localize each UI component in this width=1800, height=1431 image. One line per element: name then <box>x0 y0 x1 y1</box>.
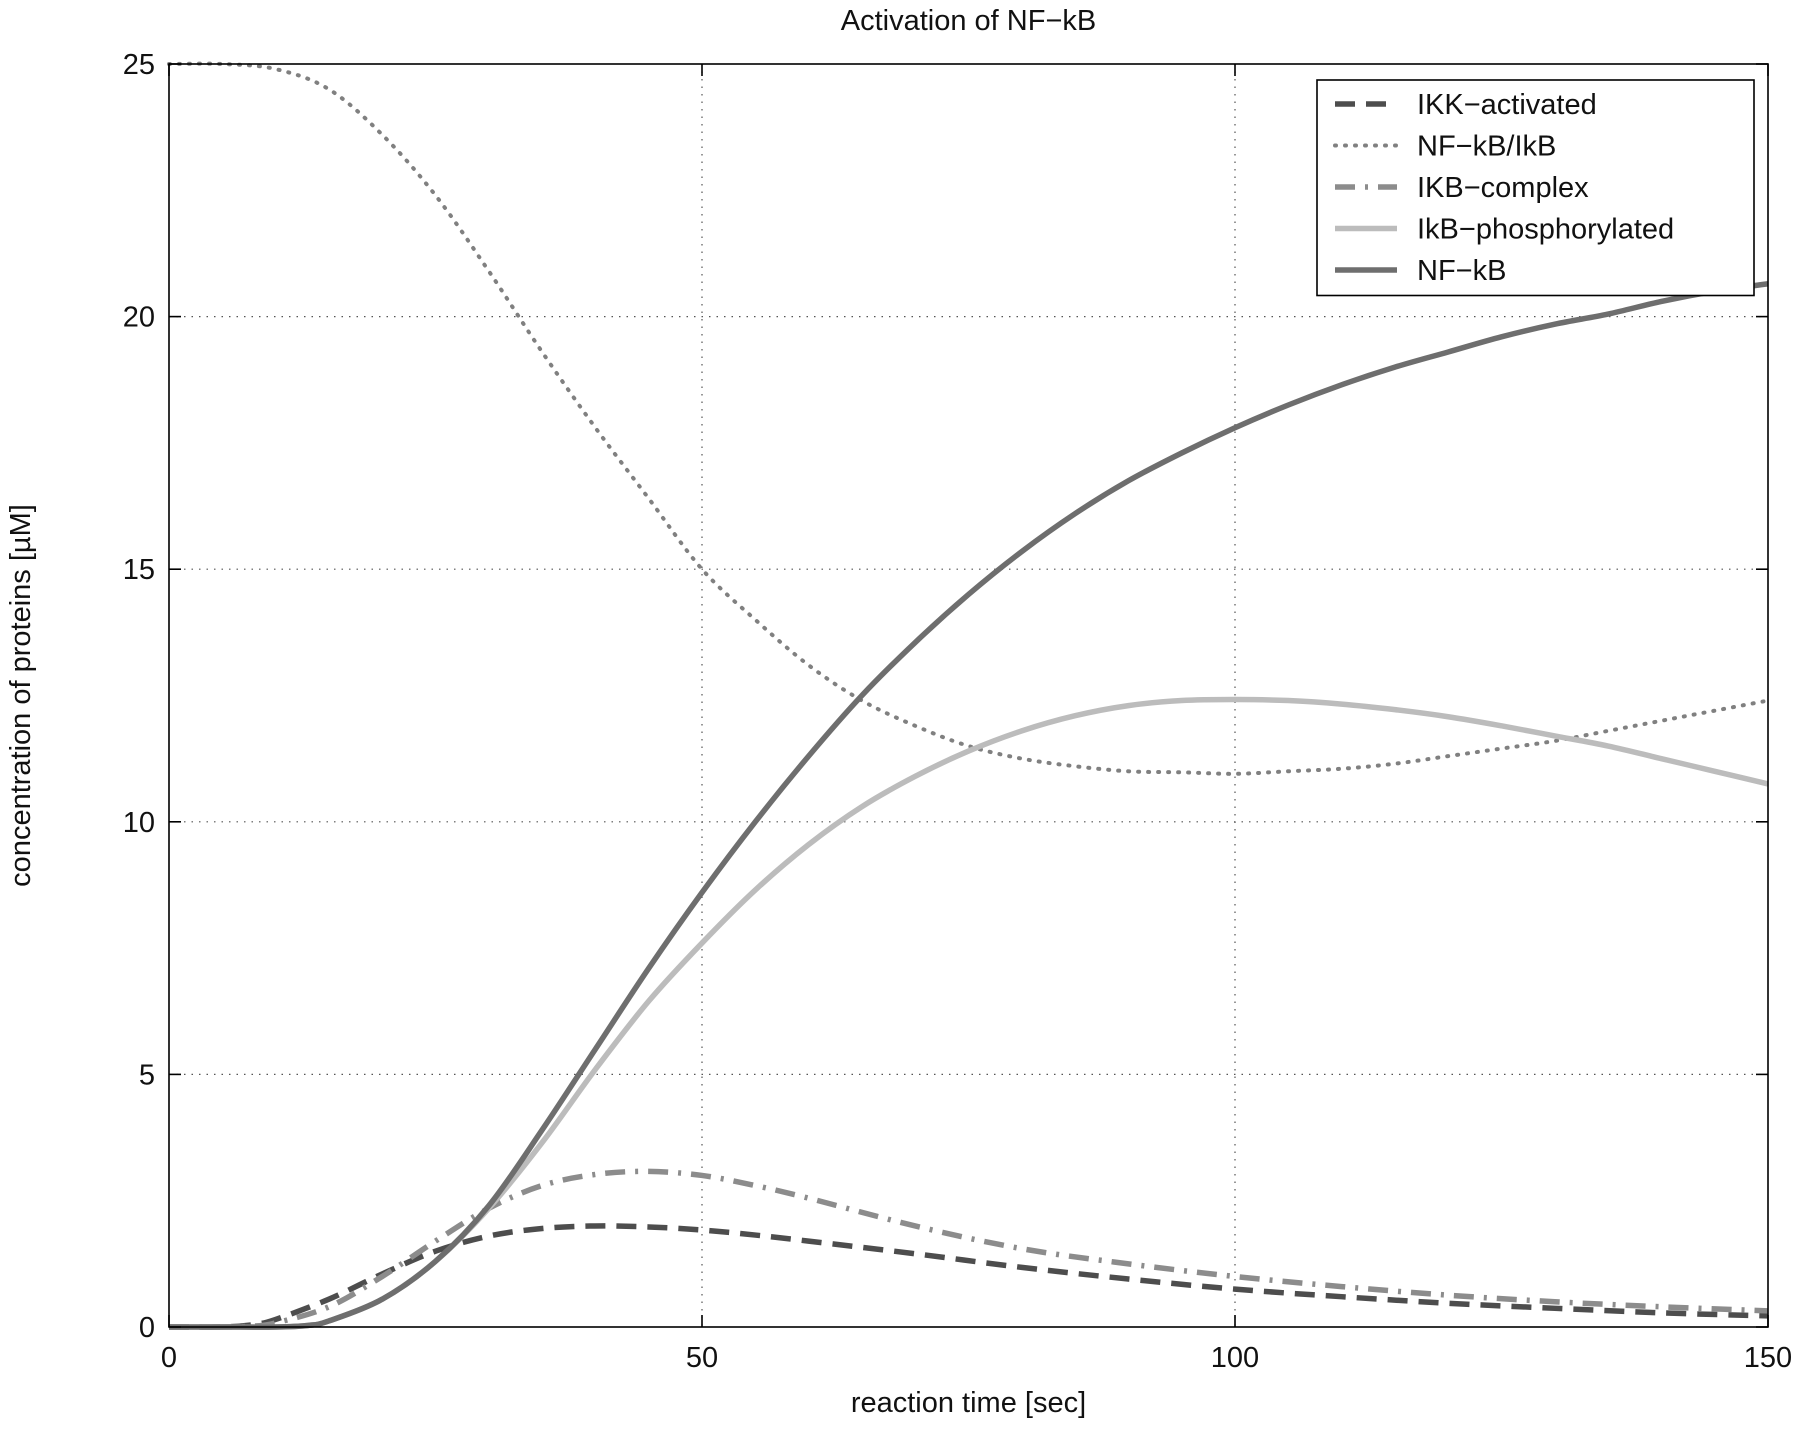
y-tick-label: 5 <box>139 1059 155 1091</box>
y-axis-label: concentration of proteins [µM] <box>5 504 37 887</box>
grid <box>169 64 1768 1327</box>
series-line-nf-kb <box>168 281 1769 1330</box>
series-line-ikk-activated <box>168 1223 1769 1330</box>
legend-label: IKB−complex <box>1417 172 1589 204</box>
y-tick-label: 10 <box>123 807 155 839</box>
legend-label: NF−kB/IkB <box>1417 131 1556 163</box>
chart-title: Activation of NF−kB <box>841 5 1096 37</box>
series-line-nf-kb-ikb <box>167 61 1770 776</box>
x-tick-label: 0 <box>161 1342 177 1374</box>
y-tick-label: 15 <box>123 554 155 586</box>
plot-frame <box>168 63 1769 1328</box>
legend-label: IKK−activated <box>1417 89 1597 121</box>
x-tick-label: 100 <box>1211 1342 1259 1374</box>
series-layer <box>167 61 1770 1330</box>
legend: IKK−activated NF−kB/IkB IKB−complex IkB−pho… <box>1316 79 1755 297</box>
y-tick-label: 25 <box>123 49 155 81</box>
y-tick-label: 20 <box>123 302 155 334</box>
x-tick-label: 50 <box>686 1342 718 1374</box>
axis-ticks: 0 50 100 150 0 5 10 15 20 25 <box>123 49 1792 1374</box>
legend-label: IkB−phosphorylated <box>1417 214 1674 246</box>
y-tick-label: 0 <box>139 1312 155 1344</box>
x-axis-label: reaction time [sec] <box>851 1387 1086 1419</box>
legend-label: NF−kB <box>1417 255 1506 287</box>
x-tick-label: 150 <box>1744 1342 1792 1374</box>
